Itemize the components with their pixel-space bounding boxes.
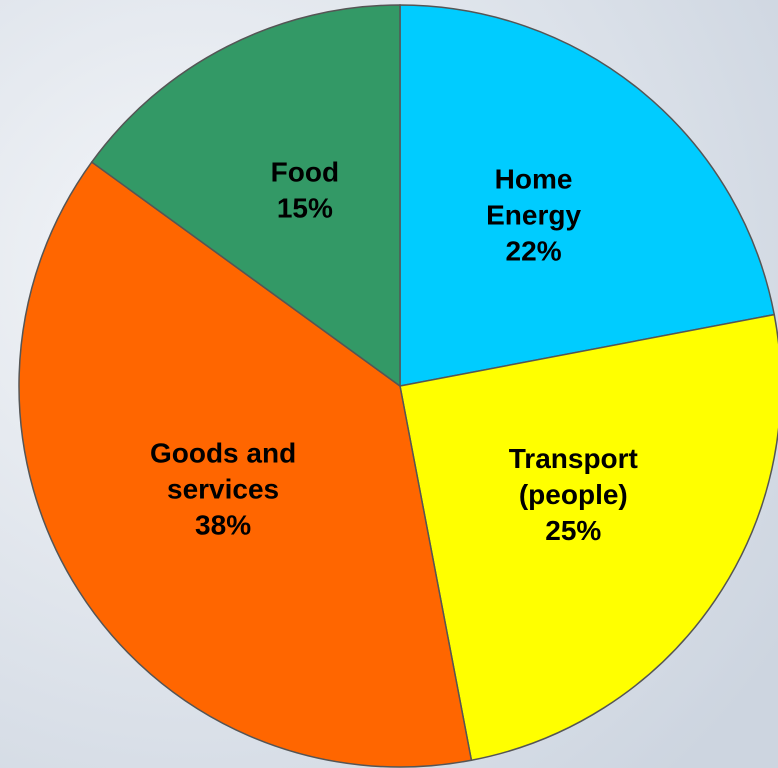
pie-slice — [18, 161, 473, 768]
category-label: Home Energy — [486, 164, 581, 231]
value-label: 25% — [545, 515, 601, 546]
pie — [18, 4, 778, 768]
value-label: 38% — [195, 509, 251, 540]
category-label: Transport (people) — [509, 443, 638, 510]
value-label: 22% — [506, 236, 562, 267]
labels: Home Energy 22% Transport (people) 25% Goods a… — [150, 156, 638, 545]
pie-slice — [90, 4, 401, 388]
pie-slice — [399, 313, 778, 762]
category-label: Food — [271, 156, 339, 187]
pie-slice — [399, 4, 776, 387]
category-label: Goods and services — [150, 437, 296, 504]
value-label: 15% — [277, 192, 333, 223]
